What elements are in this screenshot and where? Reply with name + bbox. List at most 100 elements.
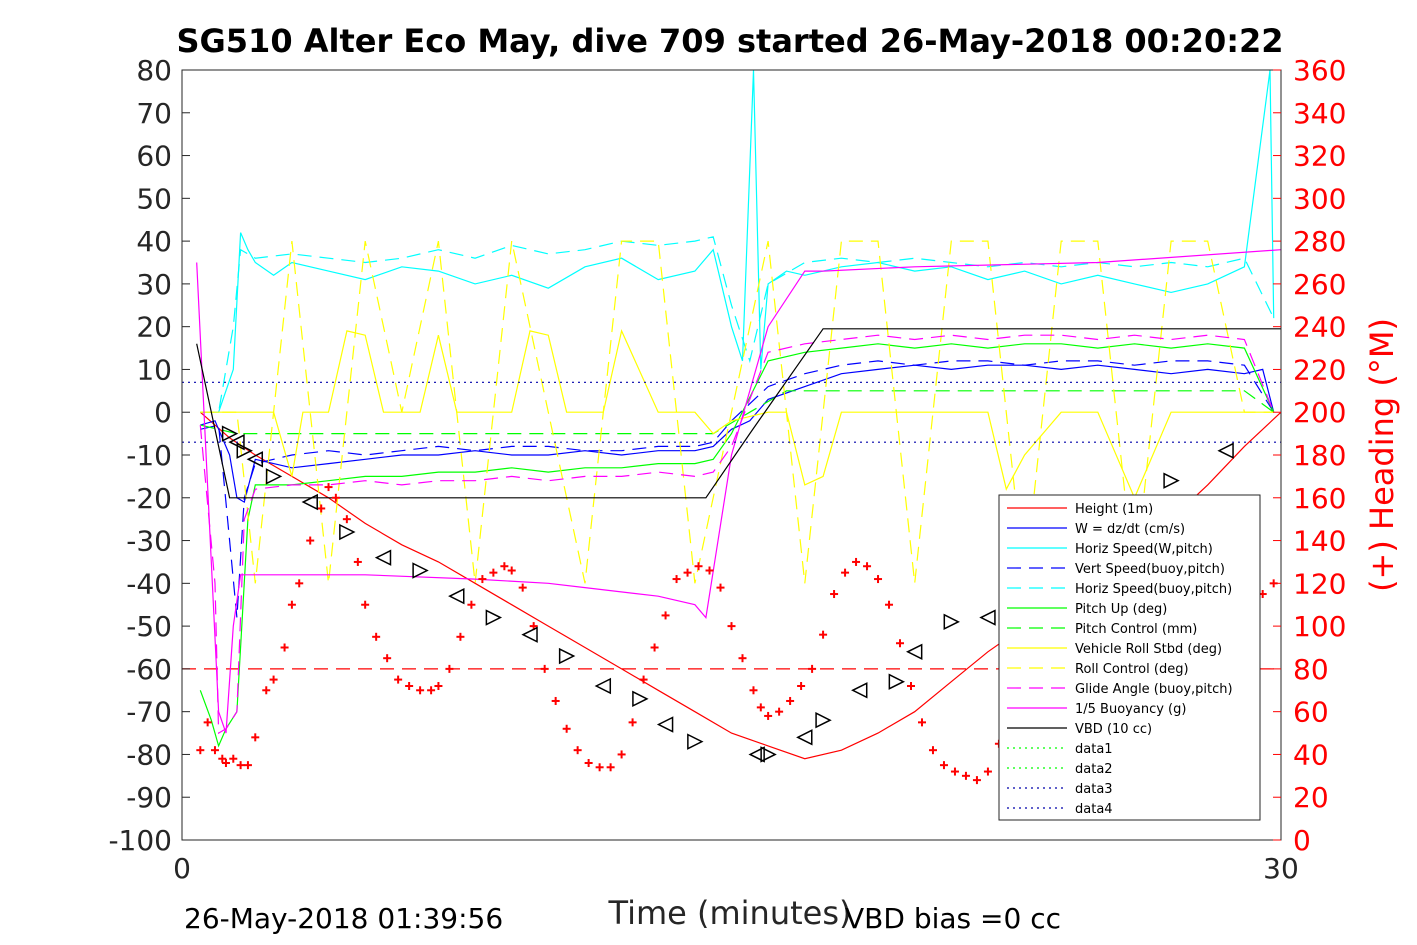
triangle-marker: [656, 716, 674, 733]
heading-point: [507, 566, 516, 575]
heading-point: [262, 686, 271, 695]
heading-point: [287, 600, 296, 609]
legend-label: Height (1m): [1075, 502, 1153, 517]
heading-point: [939, 761, 948, 770]
heading-point: [885, 600, 894, 609]
legend-label: data2: [1075, 762, 1113, 777]
series-line-roll-ctrl: [200, 240, 1274, 584]
legend-item: data4: [1007, 802, 1113, 817]
heading-point: [383, 654, 392, 663]
legend-label: Horiz Speed(buoy,pitch): [1075, 582, 1232, 597]
right-tick-label: 80: [1293, 653, 1329, 686]
heading-point: [727, 622, 736, 631]
left-tick-label: -70: [126, 696, 172, 729]
heading-point: [961, 771, 970, 780]
legend-label: Vehicle Roll Stbd (deg): [1075, 642, 1222, 657]
legend-item: Horiz Speed(W,pitch): [1007, 542, 1213, 557]
right-tick-label: 140: [1293, 525, 1346, 558]
heading-point: [405, 682, 414, 690]
heading-point: [500, 562, 509, 571]
series-line-roll: [200, 329, 1274, 500]
left-tick-label: -90: [126, 781, 172, 814]
right-tick-label: 20: [1293, 781, 1329, 814]
heading-point: [606, 763, 615, 772]
legend-label: Pitch Control (mm): [1075, 622, 1197, 637]
heading-point: [797, 682, 806, 690]
right-tick-label: 160: [1293, 482, 1346, 515]
heading-point: [841, 568, 850, 577]
left-tick-label: -100: [108, 824, 172, 857]
legend-label: data3: [1075, 782, 1113, 797]
legend-item: 1/5 Buoyancy (g): [1007, 702, 1186, 717]
heading-point: [221, 759, 230, 767]
heading-point: [983, 767, 992, 776]
triangle-marker: [815, 712, 832, 729]
legend-label: 1/5 Buoyancy (g): [1075, 702, 1186, 717]
left-tick-label: 70: [136, 97, 172, 130]
right-tick-label: 0: [1293, 824, 1311, 857]
heading-point: [716, 583, 725, 592]
heading-point: [251, 733, 260, 742]
heading-point: [280, 643, 289, 652]
legend-item: data2: [1007, 762, 1113, 777]
heading-point: [628, 718, 637, 727]
triangle-marker: [851, 682, 868, 699]
heading-point: [756, 703, 765, 712]
heading-point: [324, 483, 333, 492]
heading-point: [342, 515, 351, 524]
right-tick-label: 340: [1293, 97, 1346, 130]
triangle-marker: [374, 549, 392, 566]
legend-label: Pitch Up (deg): [1075, 602, 1167, 617]
x-tick-label: 0: [173, 852, 191, 885]
right-tick-label: 220: [1293, 353, 1346, 386]
left-tick-label: 40: [136, 225, 172, 258]
triangle-marker: [943, 613, 960, 631]
triangle-marker: [760, 746, 777, 763]
legend: Height (1m) W = dz/dt (cm/s) Horiz Speed(W…: [998, 494, 1261, 821]
legend-label: W = dz/dt (cm/s): [1075, 522, 1185, 537]
heading-point: [672, 575, 681, 584]
heading-point: [749, 686, 758, 695]
right-tick-label: 180: [1293, 439, 1346, 472]
right-tick-label: 360: [1293, 54, 1346, 87]
chart-title: SG510 Alter Eco May, dive 709 started 26…: [176, 22, 1283, 60]
legend-item: Height (1m): [1007, 502, 1153, 517]
x-axis: 0 30: [173, 832, 1299, 885]
legend-label: data1: [1075, 742, 1113, 757]
triangle-marker: [888, 673, 906, 690]
heading-point: [764, 711, 773, 720]
triangle-marker: [979, 609, 996, 626]
triangle-marker: [265, 468, 283, 485]
heading-point: [551, 696, 560, 705]
heading-point: [863, 562, 872, 571]
triangle-marker: [632, 690, 649, 708]
heading-point: [317, 504, 326, 513]
heading-point: [972, 776, 981, 785]
triangle-marker: [412, 562, 429, 579]
series-line-horiz-w: [200, 70, 1275, 413]
right-tick-label: 280: [1293, 225, 1346, 258]
heading-point: [617, 750, 626, 759]
left-axis: 80 70 60 50 40 30 20 10 0 -10 -20 -30 -40 -50 -60 -70 -8…: [108, 54, 190, 857]
legend-label: VBD (10 cc): [1075, 722, 1152, 737]
left-tick-label: -50: [126, 610, 172, 643]
x-tick-label: 30: [1263, 852, 1299, 885]
heading-point: [295, 579, 304, 588]
legend-items: Height (1m) W = dz/dt (cm/s) Horiz Speed(W…: [1007, 502, 1233, 817]
heading-point: [950, 767, 959, 776]
right-tick-label: 260: [1293, 268, 1346, 301]
left-tick-label: -60: [126, 653, 172, 686]
right-axis-label: (+) Heading (°M): [1363, 318, 1401, 592]
triangle-marker: [796, 729, 813, 746]
heading-point: [306, 536, 315, 545]
triangle-marker: [246, 451, 264, 468]
heading-point: [852, 557, 861, 566]
legend-item: Vert Speed(buoy,pitch): [1007, 562, 1225, 577]
right-tick-label: 320: [1293, 140, 1346, 173]
left-tick-label: 80: [136, 54, 172, 87]
right-tick-label: 60: [1293, 696, 1329, 729]
triangle-marker: [1163, 472, 1180, 489]
heading-point: [467, 600, 476, 609]
left-tick-label: -30: [126, 525, 172, 558]
left-tick-label: -20: [126, 482, 172, 515]
